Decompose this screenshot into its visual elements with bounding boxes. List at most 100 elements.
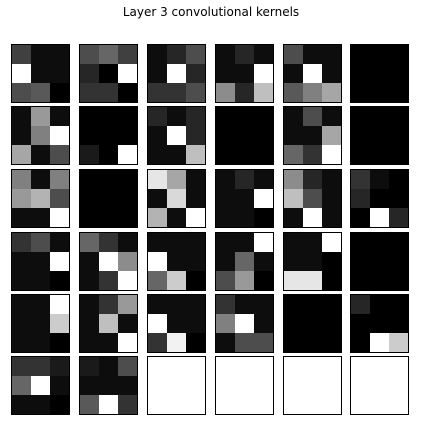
kernel-cell [322,169,342,189]
kernel-cell [147,145,167,165]
kernel-cell [50,189,70,208]
kernel-cell [235,252,254,271]
kernel-panel-27 [147,294,206,353]
kernel-cell [235,333,254,353]
kernel-cell [370,189,389,208]
kernel-panel-32 [79,356,138,415]
kernel-cell [79,64,99,83]
kernel-cell [118,252,138,271]
kernel-cell [50,106,70,126]
kernel-cell [254,271,274,291]
kernel-cell [303,232,322,252]
kernel-cell [322,126,342,145]
kernel-cell [79,208,99,228]
kernel-cell [254,333,274,353]
kernel-cell [118,106,138,126]
kernel-cell [235,169,254,189]
kernel-cell [118,356,138,376]
kernel-cell [350,294,370,314]
kernel-cell [215,271,235,291]
kernel-panel-10 [215,106,274,165]
kernel-cell [79,83,99,103]
kernel-cell [215,126,235,145]
kernel-cell [31,106,50,126]
empty-panel-background [350,356,409,415]
kernel-cell [186,252,206,271]
kernel-cell [50,252,70,271]
kernel-panel-16 [215,169,274,228]
kernel-cell [167,83,186,103]
kernel-cell [50,232,70,252]
kernel-cell [235,145,254,165]
kernel-cell [118,294,138,314]
kernel-cell [99,169,118,189]
kernel-cell [147,44,167,64]
kernel-cell [11,83,31,103]
kernel-cell [118,189,138,208]
kernel-cell [215,294,235,314]
kernel-cell [322,294,342,314]
kernel-cell [186,271,206,291]
empty-panel-background [147,356,206,415]
kernel-cell [389,333,409,353]
kernel-cell [99,271,118,291]
kernel-cell [283,64,303,83]
kernel-cell [370,333,389,353]
kernel-cell [99,64,118,83]
kernel-cell [99,145,118,165]
kernel-cell [254,106,274,126]
kernel-cell [389,145,409,165]
kernel-cell [303,44,322,64]
kernel-cell [235,83,254,103]
kernel-panel-31 [11,356,70,415]
kernel-cell [147,252,167,271]
kernel-cell [389,44,409,64]
kernel-cell [31,356,50,376]
kernel-cell [303,294,322,314]
kernel-cell [118,126,138,145]
kernel-cell [322,208,342,228]
kernel-cell [11,44,31,64]
kernel-cell [118,314,138,333]
kernel-cell [147,208,167,228]
kernel-cell [370,271,389,291]
kernel-cell [31,169,50,189]
kernel-cell [215,252,235,271]
kernel-cell [303,126,322,145]
kernel-cell [254,169,274,189]
kernel-cell [118,145,138,165]
kernel-cell [11,376,31,395]
kernel-cell [118,169,138,189]
empty-panel-background [215,356,274,415]
kernel-cell [11,333,31,353]
kernel-cell [322,44,342,64]
kernel-cell [11,294,31,314]
kernel-cell [235,294,254,314]
kernel-cell [31,232,50,252]
kernel-cell [389,294,409,314]
kernel-cell [167,208,186,228]
kernel-cell [235,232,254,252]
kernel-cell [283,294,303,314]
kernel-cell [79,232,99,252]
kernel-cell [322,333,342,353]
kernel-cell [283,232,303,252]
kernel-panel-25 [11,294,70,353]
kernel-cell [99,395,118,415]
kernel-cell [254,83,274,103]
kernel-cell [50,395,70,415]
kernel-cell [186,232,206,252]
kernel-cell [99,83,118,103]
kernel-cell [186,64,206,83]
kernel-cell [322,145,342,165]
kernel-cell [167,294,186,314]
kernel-cell [147,189,167,208]
kernel-panel-7 [11,106,70,165]
kernel-cell [235,189,254,208]
kernel-cell [370,232,389,252]
kernel-cell [99,208,118,228]
kernel-cell [254,252,274,271]
kernel-cell [389,189,409,208]
kernel-cell [303,314,322,333]
